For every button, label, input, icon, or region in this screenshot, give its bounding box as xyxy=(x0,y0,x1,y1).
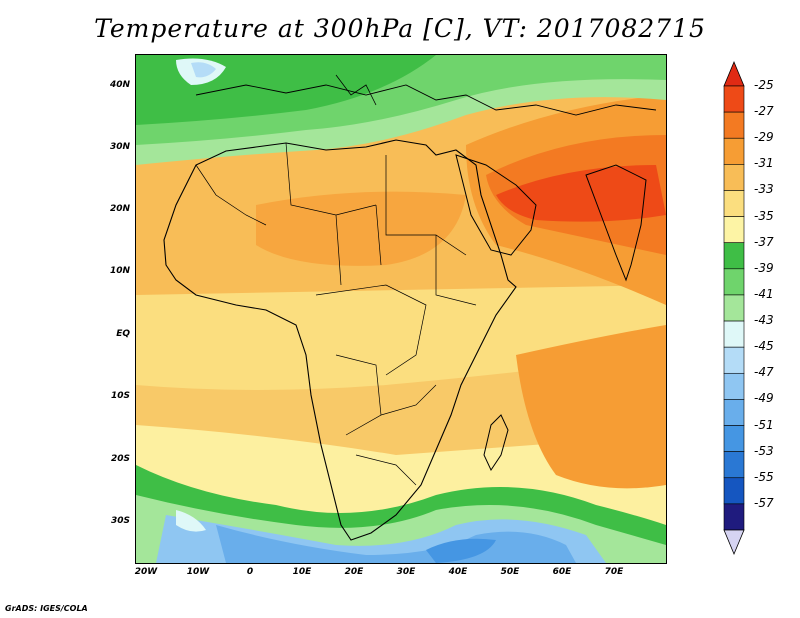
lon-tick-20e: 20E xyxy=(344,567,364,577)
colorbar-label: -33 xyxy=(754,182,774,197)
colorbar-label: -57 xyxy=(754,495,774,510)
colorbar-label: -41 xyxy=(754,286,774,301)
lat-tick-20n: 20N xyxy=(109,204,130,214)
colorbar-label: -37 xyxy=(754,234,774,249)
colorbar-cell xyxy=(723,372,745,400)
colorbar-bottom-arrow xyxy=(723,529,745,556)
lon-tick-40e: 40E xyxy=(448,567,468,577)
lon-tick-10e: 10E xyxy=(292,567,312,577)
colorbar-label: -49 xyxy=(754,391,774,406)
lon-tick-20w: 20W xyxy=(134,567,158,577)
lat-tick-10n: 10N xyxy=(109,266,130,276)
colorbar-cell xyxy=(723,425,745,452)
colorbar xyxy=(723,60,745,556)
temperature-map xyxy=(135,54,667,564)
colorbar-cell xyxy=(723,399,745,426)
lat-tick-30s: 30S xyxy=(110,516,130,526)
colorbar-cell xyxy=(723,451,745,479)
colorbar-label: -39 xyxy=(754,260,774,275)
colorbar-cell xyxy=(723,346,745,374)
colorbar-label: -47 xyxy=(754,365,774,380)
colorbar-cell xyxy=(723,190,745,217)
lat-tick-30n: 30N xyxy=(109,142,130,152)
colorbar-label: -45 xyxy=(754,339,774,354)
grads-credit: GrADS: IGES/COLA xyxy=(5,604,88,613)
colorbar-label: -29 xyxy=(754,130,774,145)
lat-tick-40n: 40N xyxy=(109,80,130,90)
lat-tick-20s: 20S xyxy=(110,454,130,464)
lon-tick-0: 0 xyxy=(246,567,254,577)
lon-tick-60e: 60E xyxy=(552,567,572,577)
colorbar-label: -55 xyxy=(754,469,774,484)
colorbar-cell xyxy=(723,164,745,191)
colorbar-label: -25 xyxy=(754,78,774,92)
colorbar-top-arrow xyxy=(723,60,745,87)
colorbar-label: -35 xyxy=(754,208,774,223)
lat-tick-eq: EQ xyxy=(116,329,130,339)
colorbar-cell xyxy=(723,320,745,348)
lon-tick-70e: 70E xyxy=(604,567,624,577)
colorbar-label: -53 xyxy=(754,443,774,458)
lon-tick-50e: 50E xyxy=(500,567,520,577)
colorbar-label: -31 xyxy=(754,156,774,171)
colorbar-label: -43 xyxy=(754,313,774,328)
colorbar-cell xyxy=(723,294,745,322)
colorbar-cell xyxy=(723,503,745,531)
colorbar-cell xyxy=(723,111,745,139)
lon-tick-30e: 30E xyxy=(396,567,416,577)
map-title: Temperature at 300hPa [C], VT: 201708271… xyxy=(94,14,706,43)
lat-tick-10s: 10S xyxy=(110,391,130,401)
lon-tick-10w: 10W xyxy=(186,567,210,577)
colorbar-cell xyxy=(723,242,745,270)
colorbar-cell xyxy=(723,268,745,296)
colorbar-cell xyxy=(723,477,745,505)
colorbar-label: -27 xyxy=(754,104,774,119)
colorbar-cell xyxy=(723,137,745,165)
colorbar-cell xyxy=(723,216,745,244)
colorbar-cell xyxy=(723,85,745,113)
colorbar-label: -51 xyxy=(754,417,774,432)
